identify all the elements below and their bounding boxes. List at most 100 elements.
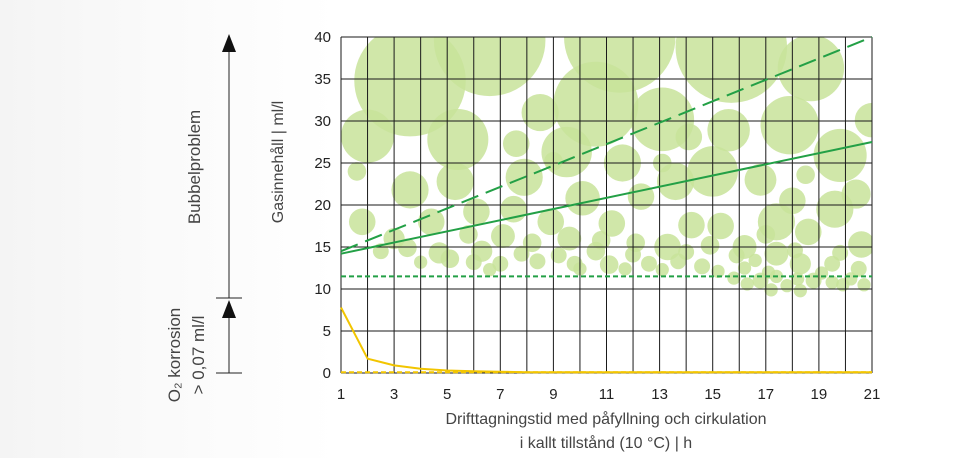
grid: [340, 36, 873, 374]
gas-bubble: [398, 238, 417, 258]
gas-bubble: [850, 260, 867, 277]
gas-bubble: [347, 162, 367, 181]
gas-bubble: [764, 283, 778, 297]
gas-bubble: [760, 95, 819, 155]
gas-bubble: [796, 165, 815, 185]
gas-bubble: [354, 37, 466, 137]
y-tick-label: 10: [314, 281, 331, 298]
x-tick-label: 7: [496, 386, 504, 403]
gas-bubble: [707, 109, 750, 152]
gas-bubble: [848, 231, 872, 258]
y-tick-label: 25: [314, 155, 331, 172]
gas-bubble: [857, 278, 871, 292]
gas-bubble: [700, 236, 720, 255]
y-tick-label: 0: [323, 365, 331, 382]
y-tick-label: 40: [314, 29, 331, 46]
gas-bubble: [557, 226, 582, 251]
y-tick-label: 15: [314, 239, 331, 256]
o2-corrosion-label-line2: > 0,07 ml/l: [189, 316, 208, 395]
gas-bubble: [586, 241, 606, 261]
gas-bubble: [553, 61, 639, 147]
gas-bubble: [737, 261, 752, 275]
gas-bubble: [727, 271, 741, 285]
gas-bubble: [728, 247, 745, 264]
gas-bubble: [678, 211, 705, 239]
o2-corrosion-indicator: O₂ korrosion > 0,07 ml/l: [165, 300, 242, 402]
gas-bubble: [694, 258, 711, 275]
x-tick-label: 11: [599, 386, 615, 403]
x-tick-label: 17: [757, 386, 774, 403]
gas-bubble: [521, 94, 559, 132]
gas-bubble: [483, 263, 497, 277]
x-tick-label: 21: [864, 386, 881, 403]
gas-bubble: [348, 208, 376, 236]
gas-bubble: [752, 272, 769, 289]
gas-bubble: [836, 278, 850, 292]
gas-bubble: [675, 123, 703, 151]
o2-arrow-head: [222, 300, 236, 318]
gas-bubble: [655, 263, 669, 277]
series-lines: [340, 36, 873, 374]
gas-bubble: [789, 253, 811, 275]
gas-bubble: [795, 218, 822, 246]
gas-bubble: [565, 181, 600, 216]
y-tick-label: 30: [314, 113, 331, 130]
gas-bubble: [711, 264, 725, 278]
series-line-1: [340, 36, 873, 253]
x-tick-label: 3: [390, 386, 398, 403]
x-tick-label: 19: [811, 386, 828, 403]
gas-bubble: [502, 130, 530, 157]
gas-bubble: [832, 244, 849, 261]
bubble-problem-arrow-head: [222, 34, 236, 52]
gas-bubbles: [341, 37, 872, 298]
y-tick-label: 20: [314, 197, 331, 214]
gas-bubble: [436, 162, 474, 201]
x-axis-label-line1: Drifttagningstid med påfyllning och cirk…: [445, 410, 766, 428]
gas-bubble: [707, 212, 734, 240]
gas-bubble: [618, 262, 632, 276]
gas-bubble: [417, 208, 445, 236]
gas-bubble: [740, 277, 754, 291]
x-tick-label: 15: [704, 386, 721, 403]
gas-bubble: [825, 275, 839, 289]
gas-bubble: [748, 253, 762, 268]
gas-bubble: [463, 198, 490, 225]
x-axis-label-line2: i kallt tillstånd (10 °C) | h: [520, 434, 692, 452]
gas-bubble: [780, 279, 794, 293]
gas-bubble: [656, 162, 695, 201]
bubble-problem-indicator: Bubbelproblem: [185, 34, 242, 299]
x-tick-label: 5: [443, 386, 451, 403]
gas-bubble: [599, 255, 619, 274]
gas-bubble: [550, 247, 567, 264]
bubble-problem-label: Bubbelproblem: [185, 110, 204, 224]
gas-bubble: [824, 255, 841, 272]
gas-bubble: [598, 210, 626, 237]
gas-bubble: [440, 249, 460, 269]
gas-bubble: [427, 108, 489, 171]
gas-bubble: [764, 241, 789, 266]
gas-bubble: [675, 37, 788, 103]
gas-bubble: [459, 225, 478, 244]
x-tick-label: 9: [549, 386, 557, 403]
gas-bubble: [529, 253, 546, 270]
series-line-2: [340, 141, 873, 255]
gas-bubble: [537, 208, 565, 236]
gas-bubble: [670, 253, 687, 270]
gas-bubble: [513, 245, 530, 262]
gas-bubble: [777, 37, 845, 102]
gas-bubble: [813, 128, 867, 182]
gas-bubble: [854, 102, 872, 138]
gas-bubble: [391, 171, 429, 209]
o2-corrosion-label-line1: O₂ korrosion: [165, 308, 184, 402]
x-tick-label: 1: [337, 386, 345, 403]
gas-bubble: [744, 163, 777, 196]
gas-bubble: [841, 179, 871, 209]
gas-bubble: [793, 284, 807, 298]
y-tick-label: 5: [323, 323, 331, 340]
gas-bubble: [433, 37, 546, 97]
x-tick-label: 13: [651, 386, 668, 403]
gas-bubble: [627, 183, 655, 210]
gas-bubble: [491, 224, 515, 249]
